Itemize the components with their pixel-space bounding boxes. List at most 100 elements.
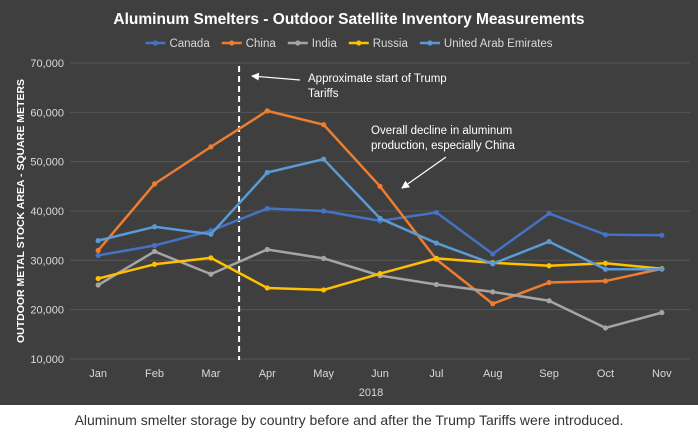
data-point-india: [321, 255, 327, 261]
data-point-china: [264, 108, 270, 114]
data-point-russia: [95, 275, 101, 282]
data-point-canada: [602, 232, 609, 238]
data-point-canada: [490, 251, 496, 257]
legend-marker: [356, 40, 362, 46]
x-tick-label: Mar: [201, 368, 220, 380]
annotation-decline-line-1: Overall decline in aluminum: [371, 125, 512, 137]
y-tick-label: 70,000: [30, 58, 64, 70]
x-tick-label: Sep: [539, 368, 559, 380]
data-point-india: [433, 281, 439, 288]
data-point-india: [95, 282, 101, 288]
series-united-arab-emirates: [95, 156, 665, 272]
x-tick-label: May: [313, 368, 334, 380]
data-point-russia: [321, 287, 327, 293]
data-point-china: [377, 183, 383, 189]
legend-marker: [152, 40, 159, 46]
data-point-canada: [546, 210, 552, 217]
data-point-united-arab-emirates: [659, 266, 665, 272]
data-point-united-arab-emirates: [490, 261, 496, 267]
data-point-india: [151, 248, 158, 255]
legend-marker: [427, 40, 433, 46]
series-canada: [95, 205, 665, 258]
data-point-india: [208, 271, 214, 277]
gridlines: [70, 62, 690, 360]
data-point-china: [546, 279, 552, 286]
legend-label: United Arab Emirates: [444, 38, 553, 50]
data-point-united-arab-emirates: [602, 266, 609, 272]
data-point-russia: [546, 263, 552, 269]
legend-label: China: [246, 38, 277, 50]
data-point-china: [490, 301, 496, 307]
data-point-canada: [659, 232, 665, 238]
legend-item-china[interactable]: China: [221, 38, 277, 50]
legend-item-india[interactable]: India: [287, 38, 338, 50]
y-tick-label: 30,000: [30, 255, 64, 267]
annotation-tariff-line-2: Tariffs: [308, 88, 339, 100]
series-russia: [95, 255, 665, 293]
data-point-china: [151, 181, 158, 187]
annotation-arrow-decline: [401, 156, 447, 189]
chart-background: [0, 0, 698, 405]
data-point-united-arab-emirates: [95, 238, 101, 244]
x-tick-label: Jun: [371, 368, 389, 380]
data-point-russia: [433, 255, 439, 261]
data-point-china: [602, 278, 609, 284]
series-layer: [95, 108, 665, 331]
data-point-russia: [602, 260, 609, 266]
data-point-russia: [151, 261, 158, 267]
x-tick-label: Nov: [652, 368, 672, 380]
data-point-india: [490, 289, 496, 295]
data-point-united-arab-emirates: [151, 224, 158, 230]
data-point-russia: [208, 255, 214, 261]
x-tick-label: Oct: [597, 368, 614, 380]
data-point-china: [321, 122, 327, 128]
line-chart: Aluminum Smelters - Outdoor Satellite In…: [15, 11, 690, 399]
data-point-india: [602, 325, 609, 331]
legend-label: India: [312, 38, 338, 50]
legend-label: Russia: [373, 38, 409, 50]
data-point-united-arab-emirates: [546, 238, 552, 245]
data-point-united-arab-emirates: [433, 240, 439, 246]
data-point-india: [546, 298, 552, 304]
y-tick-label: 40,000: [30, 206, 64, 218]
data-point-canada: [95, 252, 101, 258]
y-axis-tick-labels: 10,000 20,000 30,000 40,000 50,000 60,000 70,0…: [30, 58, 64, 366]
data-point-india: [264, 246, 270, 253]
data-point-china: [95, 247, 101, 254]
annotation-arrow-tariff: [251, 72, 301, 81]
x-tick-label: Jan: [89, 368, 107, 380]
annotation-tariff-start: Approximate start of Trump Tariffs: [251, 72, 447, 100]
y-tick-label: 60,000: [30, 107, 64, 119]
series-china: [95, 108, 665, 307]
y-tick-label: 20,000: [30, 305, 64, 317]
series-line-united-arab-emirates: [97, 157, 662, 271]
data-point-canada: [321, 208, 327, 214]
x-tick-label: Aug: [483, 368, 503, 380]
data-point-united-arab-emirates: [264, 169, 270, 176]
x-tick-label: Feb: [145, 368, 164, 380]
legend: Canada China India Russia United Arab Emirat…: [145, 38, 553, 50]
data-point-united-arab-emirates: [377, 215, 383, 221]
data-point-china: [208, 144, 214, 150]
series-india: [95, 246, 665, 331]
data-point-russia: [377, 271, 383, 277]
x-tick-label: Jul: [429, 368, 443, 380]
legend-label: Canada: [169, 38, 210, 50]
data-point-russia: [264, 285, 270, 291]
legend-item-united-arab-emirates[interactable]: United Arab Emirates: [419, 38, 553, 50]
legend-item-russia[interactable]: Russia: [348, 38, 409, 50]
annotation-tariff-line-1: Approximate start of Trump: [308, 73, 447, 85]
legend-item-canada[interactable]: Canada: [145, 38, 210, 50]
x-axis-tick-labels: Jan Feb Mar Apr May Jun Jul Aug Sep Oct Nov: [89, 368, 672, 380]
legend-marker: [295, 40, 301, 46]
legend-marker: [229, 40, 235, 46]
data-point-united-arab-emirates: [208, 231, 214, 237]
y-tick-label: 50,000: [30, 157, 64, 169]
data-point-canada: [264, 205, 270, 212]
x-axis-label: 2018: [359, 387, 383, 399]
annotation-decline-line-2: production, especially China: [371, 140, 515, 152]
figure-caption: Aluminum smelter storage by country befo…: [74, 412, 624, 428]
data-point-united-arab-emirates: [321, 156, 327, 162]
chart-title: Aluminum Smelters - Outdoor Satellite In…: [113, 11, 584, 28]
